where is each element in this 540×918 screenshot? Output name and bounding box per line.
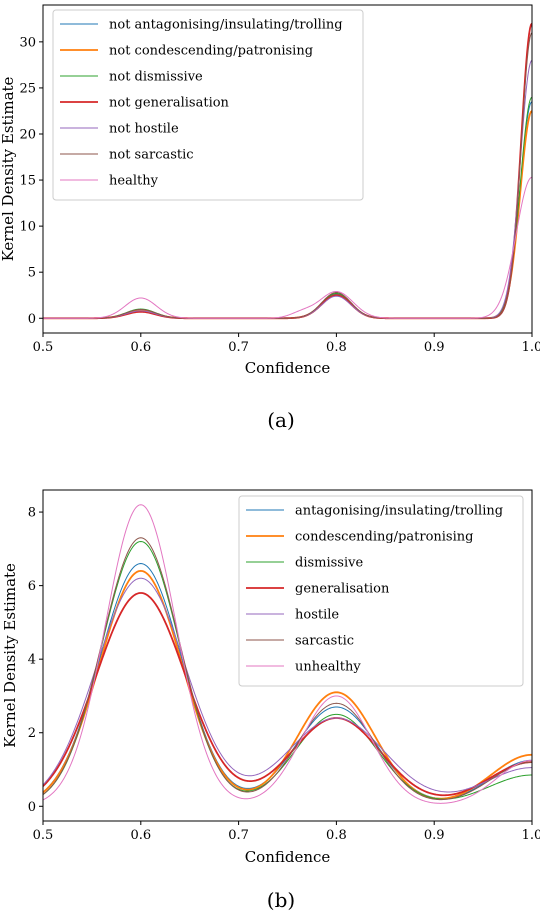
x-tick-label: 0.7 [228, 828, 249, 843]
x-tick-label: 0.8 [326, 340, 347, 355]
y-tick-label: 25 [19, 81, 36, 96]
x-tick-label: 1.0 [522, 828, 540, 843]
plot-frame [42, 4, 533, 334]
y-tick-label: 10 [19, 220, 36, 235]
legend-box [52, 9, 364, 201]
kde-chart-a: 0.5 0.6 0.7 0.8 0.9 1.0 0 5 10 15 20 25 30 Confidence… [0, 4, 540, 432]
legend-entry-5: not sarcastic [109, 148, 194, 163]
legend-entry-4: hostile [295, 608, 339, 623]
legend-entry-3: not generalisation [109, 96, 230, 111]
series-line-3 [43, 592, 532, 797]
x-tick-label: 0.5 [33, 340, 54, 355]
legend-entry-1: not condescending/patronising [109, 44, 313, 59]
y-axis-label: Kernel Density Estimate [0, 76, 17, 261]
x-tick-label: 0.5 [33, 828, 54, 843]
legend-entry-0: antagonising/insulating/trolling [295, 504, 503, 519]
x-tick-label: 0.6 [130, 828, 151, 843]
legend-entry-5: sarcastic [295, 634, 354, 649]
x-tick-label: 0.6 [130, 340, 151, 355]
series-line-6 [43, 504, 532, 804]
legend-entry-2: not dismissive [109, 70, 203, 85]
figure-caption: (a) [267, 408, 295, 432]
legend-entry-0: not antagonising/insulating/trolling [109, 18, 343, 33]
x-tick-label: 1.0 [522, 340, 540, 355]
legend-entry-4: not hostile [109, 122, 179, 137]
plot-frame [42, 489, 533, 822]
y-tick-label: 30 [19, 35, 36, 50]
y-tick-label: 0 [28, 800, 36, 815]
legend-entry-6: healthy [109, 174, 159, 189]
x-tick-label: 0.8 [326, 828, 347, 843]
figure-caption: (b) [267, 888, 295, 912]
y-tick-label: 4 [28, 653, 36, 668]
series-line-5 [43, 537, 532, 801]
y-tick-label: 6 [28, 579, 36, 594]
y-tick-label: 8 [28, 506, 36, 521]
series-line-1 [43, 570, 532, 800]
series-line-4 [43, 577, 532, 793]
kde-chart-b: 0.5 0.6 0.7 0.8 0.9 1.0 0 2 4 6 8 Confidence Kernel … [1, 489, 540, 912]
series-line-6 [43, 176, 532, 319]
legend-box [238, 495, 524, 687]
x-tick-label: 0.9 [424, 340, 445, 355]
legend-entry-3: generalisation [295, 582, 390, 597]
x-tick-label: 0.9 [424, 828, 445, 843]
y-tick-label: 20 [19, 127, 36, 142]
legend-entry-6: unhealthy [295, 660, 361, 675]
x-axis-label: Confidence [245, 359, 331, 377]
y-axis-label: Kernel Density Estimate [1, 563, 19, 748]
plot-area [43, 504, 532, 804]
plot-area [43, 22, 532, 320]
y-tick-label: 0 [28, 312, 36, 327]
y-tick-label: 5 [28, 266, 36, 281]
y-tick-label: 15 [19, 174, 36, 189]
y-tick-label: 2 [28, 726, 36, 741]
x-axis-label: Confidence [245, 848, 331, 866]
x-tick-label: 0.7 [228, 340, 249, 355]
legend-entry-2: dismissive [295, 556, 363, 571]
legend-entry-1: condescending/patronising [295, 530, 473, 545]
